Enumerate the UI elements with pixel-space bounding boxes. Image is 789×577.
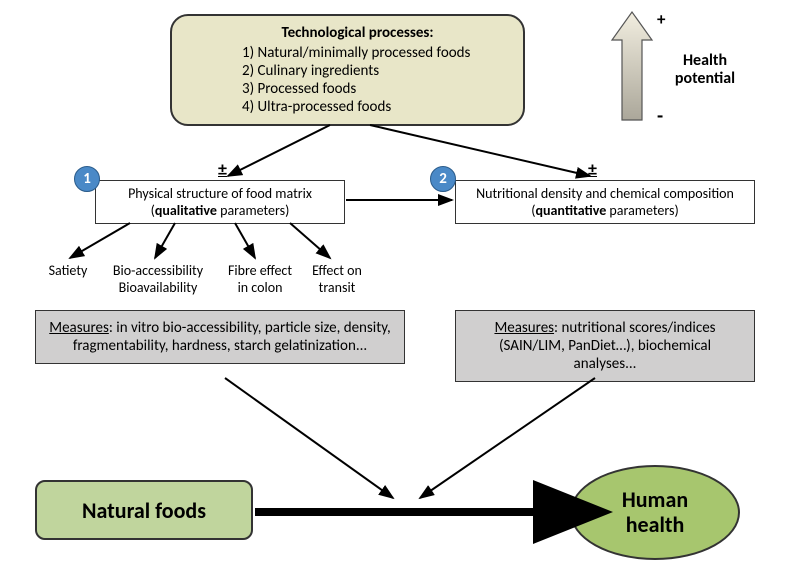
tech-item-1: 1) Natural/minimally processed foods: [242, 44, 503, 62]
tech-processes-box: Technological processes: 1) Natural/mini…: [170, 14, 525, 126]
physical-structure-box: Physical structure of food matrix (quali…: [95, 180, 345, 224]
health-pot-line1: Health: [683, 51, 727, 70]
mid-right-line2: (quantitative parameters): [466, 202, 744, 219]
measures-right-box: Measures: nutritional scores/indices (SA…: [455, 310, 755, 382]
pm-left: ±: [218, 158, 227, 180]
badge-2: 2: [430, 166, 456, 192]
measures-left-label: Measures: [49, 319, 109, 337]
human-health-ellipse: Human health: [570, 465, 740, 560]
pm-right: ±: [588, 158, 597, 180]
sub-fibre: Fibre effect in colon: [220, 262, 300, 296]
tech-item-4: 4) Ultra-processed foods: [242, 98, 503, 116]
sub-satiety: Satiety: [38, 262, 98, 279]
tech-item-2: 2) Culinary ingredients: [242, 62, 503, 80]
tech-title: Technological processes:: [212, 24, 503, 42]
health-potential-label: Health potential: [660, 52, 750, 89]
nutritional-density-box: Nutritional density and chemical composi…: [455, 180, 755, 224]
natural-foods-box: Natural foods: [35, 480, 253, 540]
health-pot-line2: potential: [675, 69, 735, 88]
tech-item-3: 3) Processed foods: [242, 80, 503, 98]
mid-left-line2: (qualitative parameters): [106, 202, 334, 219]
sub-bio: Bio-accessibility Bioavailability: [98, 262, 218, 296]
mid-left-line1: Physical structure of food matrix: [106, 185, 334, 202]
measures-left-text: : in vitro bio-accessibility, particle s…: [73, 319, 391, 355]
sub-transit: Effect on transit: [302, 262, 372, 296]
measures-right-label: Measures: [494, 319, 554, 337]
svg-text:+: +: [657, 9, 666, 30]
measures-left-box: Measures: in vitro bio-accessibility, pa…: [35, 310, 405, 364]
svg-text:-: -: [657, 104, 663, 128]
badge-1: 1: [74, 166, 100, 192]
mid-right-line1: Nutritional density and chemical composi…: [466, 185, 744, 202]
